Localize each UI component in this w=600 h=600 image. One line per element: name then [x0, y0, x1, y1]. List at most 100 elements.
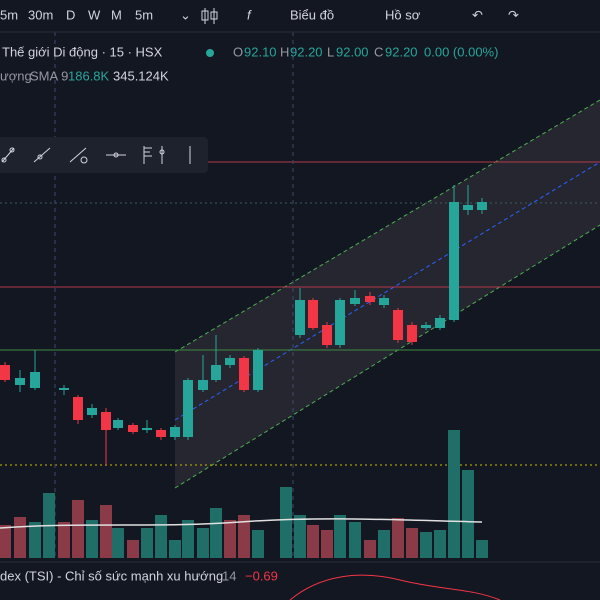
- channel-fill: [175, 100, 600, 488]
- volume-bar: [238, 515, 250, 558]
- candle-body: [73, 397, 83, 420]
- volume-bar: [420, 532, 432, 558]
- ohlc-low-label: L: [327, 44, 334, 59]
- interval-button[interactable]: 5m: [0, 7, 18, 22]
- channel-mid: [174, 161, 600, 421]
- volume-name: ượng: [0, 68, 32, 83]
- volume-bar: [29, 522, 41, 558]
- volume-bar: [112, 528, 124, 558]
- indicator-length: 14: [222, 568, 236, 583]
- volume-bar: [197, 528, 209, 558]
- volume-sma: SMA 9: [30, 68, 68, 83]
- ohlc-high-label: H: [280, 44, 289, 59]
- interval-button[interactable]: M: [111, 7, 122, 22]
- indicator-value: −0.69: [245, 568, 278, 583]
- indicator-name: dex (TSI) - Chỉ số sức mạnh xu hướng: [0, 568, 223, 583]
- candle-body: [0, 365, 10, 380]
- chart-area: [0, 32, 600, 560]
- interval-button[interactable]: 5m: [135, 7, 153, 22]
- candle-body: [393, 310, 403, 340]
- ohlc-close-label: C: [374, 44, 383, 59]
- candle-body: [113, 420, 123, 428]
- ohlc-low: 92.00: [336, 44, 369, 59]
- volume-bar: [127, 540, 139, 558]
- drawing-toolbar: [0, 137, 208, 173]
- candle-body: [350, 298, 360, 304]
- profile-menu[interactable]: Hồ sơ: [385, 7, 421, 22]
- interval-button[interactable]: D: [66, 7, 75, 22]
- volume-bar: [462, 470, 474, 558]
- volume-bar: [448, 430, 460, 558]
- candle-body: [253, 350, 263, 390]
- candle-body: [335, 300, 345, 345]
- candle-body: [225, 358, 235, 365]
- candle-body: [128, 425, 138, 432]
- volume-bar: [100, 505, 112, 558]
- volume-bar: [280, 487, 292, 558]
- candle-body: [101, 412, 111, 430]
- ohlc-high: 92.20: [290, 44, 323, 59]
- volume-bar: [155, 515, 167, 558]
- candle-body: [322, 325, 332, 345]
- candle-body: [87, 408, 97, 415]
- volume-value: 186.8K: [68, 68, 110, 83]
- volume-bar: [0, 525, 11, 558]
- market-status: [206, 49, 214, 57]
- tsi-line: [289, 574, 501, 600]
- candle-body: [30, 372, 40, 388]
- volume-bar: [476, 540, 488, 558]
- volume-bar: [307, 525, 319, 558]
- volume-bar: [392, 518, 404, 558]
- redo[interactable]: ↷: [508, 7, 519, 22]
- volume-bar: [406, 528, 418, 558]
- symbol: Thế giới Di động · 15 · HSX: [2, 44, 163, 59]
- undo[interactable]: ↶: [472, 7, 483, 22]
- candle-body: [15, 378, 25, 385]
- volume-bar: [321, 530, 333, 558]
- volume-bar: [434, 530, 446, 558]
- volume-bar: [210, 508, 222, 558]
- volume-bar: [294, 515, 306, 558]
- candle-body: [183, 380, 193, 437]
- candle-body: [463, 205, 473, 210]
- interval-button[interactable]: W: [88, 7, 101, 22]
- channel-bottom: [174, 224, 600, 489]
- volume-sma-value: 345.124K: [113, 68, 169, 83]
- volume-bar: [378, 530, 390, 558]
- ohlc-open: 92.10: [244, 44, 277, 59]
- candle-icon[interactable]: [201, 8, 218, 24]
- top-toolbar: [0, 0, 600, 32]
- ohlc-change: 0.00 (0.00%): [424, 44, 498, 59]
- candle-body: [379, 298, 389, 305]
- volume-bar: [58, 522, 70, 558]
- candle-body: [435, 318, 445, 328]
- ohlc-close: 92.20: [385, 44, 418, 59]
- candle-body: [211, 365, 221, 380]
- volume-bar: [14, 517, 26, 558]
- candle-body: [295, 300, 305, 335]
- volume-bar: [334, 515, 346, 558]
- candle-body: [59, 388, 69, 390]
- candle-body: [449, 202, 459, 320]
- ohlc-open-label: O: [233, 44, 243, 59]
- volume-bar: [169, 540, 181, 558]
- candle-body: [170, 427, 180, 437]
- volume-bar: [182, 520, 194, 558]
- candle-body: [198, 380, 208, 390]
- chart-menu[interactable]: Biểu đồ: [290, 7, 334, 22]
- volume-bar: [224, 520, 236, 558]
- interval-group: 5m 30m D W M 5m: [0, 7, 153, 22]
- interval-button[interactable]: 30m: [28, 7, 53, 22]
- volume-bar: [72, 500, 84, 558]
- candle-body: [407, 325, 417, 342]
- candle-body: [142, 428, 152, 430]
- candle-body: [477, 202, 487, 210]
- volume-sma-line: [0, 518, 483, 529]
- drawing-tools[interactable]: [1, 146, 191, 164]
- dropdown-icon[interactable]: ⌄: [180, 7, 191, 22]
- candle-body: [308, 300, 318, 328]
- candle-body: [365, 296, 375, 302]
- candle-body: [421, 325, 431, 328]
- indicator-icon[interactable]: f: [247, 7, 252, 22]
